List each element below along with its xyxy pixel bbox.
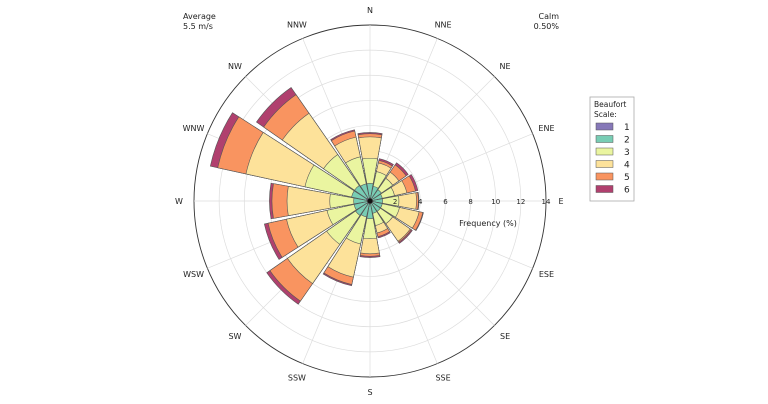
bar-segment-ENE-2 <box>369 193 383 202</box>
legend-label-5: 5 <box>624 173 630 183</box>
bar-segment-NNW-2 <box>360 183 371 202</box>
legend: Beaufort Scale: 1 2 3 4 5 6 <box>589 96 635 202</box>
bar-segment-W-4 <box>286 185 371 217</box>
radial-tick-label: 4 <box>418 198 423 206</box>
direction-label-E: E <box>558 197 563 206</box>
legend-label-2: 2 <box>624 136 630 146</box>
direction-label-SW: SW <box>228 332 241 341</box>
calm-value: 0.50% <box>534 22 560 31</box>
bar-segment-WSW-2 <box>353 200 371 211</box>
bar-segment-W-3 <box>329 193 371 209</box>
legend-swatch-2 <box>595 135 614 143</box>
legend-swatch-3 <box>595 147 614 156</box>
bar-segment-SE-2 <box>369 200 381 212</box>
bar-segment-WNW-2 <box>351 190 371 202</box>
radial-tick-labels: 2 4 6 8 10 12 14 <box>393 198 551 206</box>
wind-bars <box>209 87 424 305</box>
bar-segment-NE-2 <box>369 189 382 202</box>
bar-segment-SSW-2 <box>360 200 371 218</box>
direction-label-N: N <box>367 6 373 15</box>
bar-segment-NW-2 <box>354 185 371 202</box>
bar-segment-W-2 <box>353 197 371 205</box>
bar-segment-S-3 <box>362 200 378 240</box>
bar-segment-E-2 <box>369 198 383 204</box>
direction-label-NE: NE <box>500 62 511 71</box>
legend-title-line2: Scale: <box>594 110 617 119</box>
direction-label-SSW: SSW <box>288 373 306 382</box>
radial-tick-label: 12 <box>516 198 525 206</box>
radial-tick-label: 2 <box>393 198 397 206</box>
average-value: 5.5 m/s <box>183 22 213 31</box>
bar-segment-SSE-2 <box>369 200 378 214</box>
bar-segment-S-2 <box>366 200 374 219</box>
bar-segment-N-2 <box>366 183 374 202</box>
legend-swatch-6 <box>595 185 614 193</box>
legend-swatch-4 <box>595 160 614 168</box>
direction-label-SE: SE <box>500 332 510 341</box>
direction-label-SSE: SSE <box>435 373 450 382</box>
direction-label-WSW: WSW <box>183 270 204 279</box>
legend-swatch-1 <box>595 122 614 131</box>
radial-tick-label: 14 <box>542 198 551 206</box>
bar-segment-ESE-2 <box>369 200 383 209</box>
legend-label-4: 4 <box>624 161 630 171</box>
average-label: Average <box>183 12 216 21</box>
bar-segment-SW-2 <box>355 200 371 216</box>
calm-center-dot <box>367 198 373 204</box>
direction-labels: N NNE NE ENE E ESE SE SSE S SSW SW WSW W WNW NW NNW <box>175 6 563 397</box>
legend-label-1: 1 <box>624 123 630 133</box>
legend-title-line1: Beaufort <box>594 100 626 109</box>
bar-segment-NNE-2 <box>369 185 379 202</box>
direction-label-NNW: NNW <box>287 21 307 30</box>
direction-label-WNW: WNW <box>183 124 205 133</box>
bar-segment-E-3 <box>369 195 400 207</box>
radial-tick-label: 10 <box>491 198 500 206</box>
direction-label-W: W <box>175 197 183 206</box>
radial-tick-label: 8 <box>468 198 472 206</box>
legend-label-3: 3 <box>624 148 630 158</box>
direction-label-NNE: NNE <box>435 21 452 30</box>
direction-label-S: S <box>367 388 372 397</box>
legend-label-6: 6 <box>624 186 630 196</box>
direction-label-NW: NW <box>228 62 242 71</box>
radial-tick-label: 6 <box>443 198 448 206</box>
radial-axis-label: Frequency (%) <box>459 219 517 228</box>
direction-label-ENE: ENE <box>538 124 554 133</box>
direction-label-ESE: ESE <box>539 270 554 279</box>
bar-segment-N-3 <box>362 157 378 202</box>
calm-label: Calm <box>538 12 559 21</box>
legend-swatch-5 <box>595 172 614 181</box>
